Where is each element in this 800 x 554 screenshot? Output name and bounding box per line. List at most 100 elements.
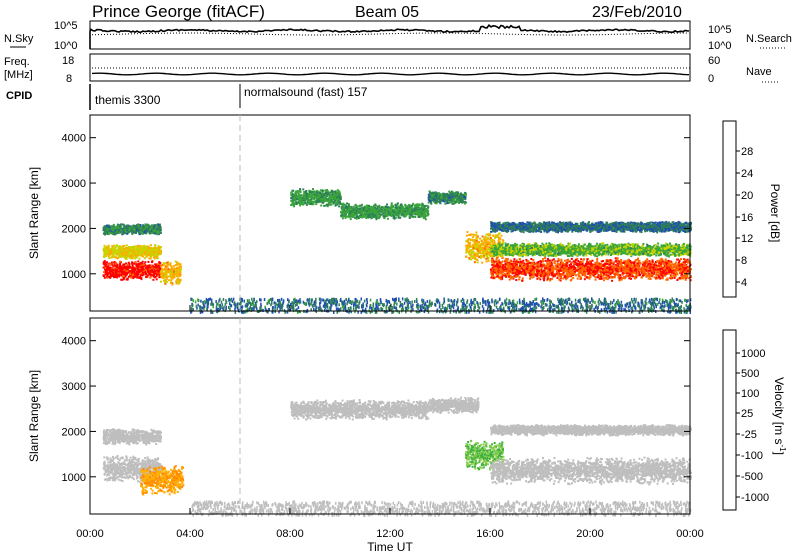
data-cell bbox=[107, 225, 110, 228]
data-cell bbox=[111, 269, 114, 272]
data-cell bbox=[456, 198, 459, 201]
data-cell bbox=[494, 243, 497, 246]
data-cell bbox=[481, 261, 484, 264]
data-cell bbox=[684, 278, 687, 281]
data-cell bbox=[496, 256, 499, 259]
data-cell bbox=[344, 206, 347, 209]
data-cell bbox=[624, 263, 626, 266]
data-cell bbox=[138, 246, 140, 249]
data-cell bbox=[307, 193, 310, 196]
data-cell bbox=[472, 233, 475, 236]
data-cell bbox=[136, 263, 139, 266]
data-cell bbox=[478, 256, 481, 258]
data-cell bbox=[133, 251, 136, 254]
data-cell bbox=[369, 213, 372, 216]
data-cell bbox=[344, 215, 346, 218]
data-cell bbox=[176, 261, 179, 264]
data-cell bbox=[150, 268, 153, 271]
data-cell bbox=[114, 262, 117, 265]
data-cell bbox=[295, 203, 298, 205]
data-cell bbox=[376, 214, 379, 216]
data-cell bbox=[152, 273, 155, 275]
data-cell bbox=[495, 234, 497, 237]
data-cell bbox=[144, 227, 147, 230]
data-cell bbox=[158, 249, 160, 252]
data-cell bbox=[115, 228, 118, 231]
data-cell bbox=[415, 203, 418, 206]
data-cell bbox=[398, 205, 400, 208]
data-cell bbox=[309, 202, 312, 205]
data-cell bbox=[130, 248, 133, 251]
data-cell bbox=[308, 202, 311, 205]
data-cell bbox=[488, 249, 491, 252]
data-cell bbox=[150, 247, 153, 250]
data-cell bbox=[355, 215, 358, 218]
data-cell bbox=[160, 272, 163, 274]
data-cell bbox=[394, 206, 397, 209]
data-cell bbox=[494, 236, 496, 239]
data-cell bbox=[130, 256, 133, 259]
data-cell bbox=[294, 193, 297, 196]
data-cell bbox=[166, 280, 168, 283]
data-cell bbox=[366, 210, 369, 213]
data-cell bbox=[129, 254, 132, 257]
data-cell bbox=[149, 272, 152, 275]
data-cell bbox=[130, 229, 133, 232]
data-cell bbox=[154, 245, 157, 248]
data-cell bbox=[368, 208, 371, 210]
data-cell bbox=[129, 270, 132, 273]
data-cell bbox=[478, 241, 480, 243]
data-cell bbox=[425, 207, 428, 210]
data-cell bbox=[133, 230, 136, 233]
data-cell bbox=[291, 203, 294, 205]
data-cell bbox=[392, 210, 394, 213]
data-cell bbox=[146, 270, 149, 273]
data-cell bbox=[119, 262, 122, 265]
noise-right-label: N.Search bbox=[746, 33, 792, 45]
data-cell bbox=[120, 278, 123, 281]
data-cell bbox=[321, 189, 324, 192]
data-cell bbox=[144, 248, 147, 251]
data-cell bbox=[407, 206, 410, 209]
data-cell bbox=[474, 254, 477, 257]
data-cell bbox=[109, 272, 112, 275]
data-cell bbox=[501, 255, 504, 258]
data-cell bbox=[102, 261, 105, 264]
data-cell bbox=[177, 282, 180, 285]
data-cell bbox=[172, 271, 175, 274]
data-cell bbox=[139, 224, 142, 226]
data-cell bbox=[357, 211, 360, 214]
data-cell bbox=[172, 265, 175, 268]
data-cell bbox=[171, 276, 174, 278]
data-cell bbox=[139, 227, 142, 230]
data-cell bbox=[408, 210, 411, 213]
data-cell bbox=[134, 248, 137, 251]
data-cell bbox=[445, 199, 448, 202]
data-cell bbox=[299, 189, 302, 192]
data-cell bbox=[326, 205, 329, 208]
data-cell bbox=[465, 244, 468, 247]
data-cell bbox=[452, 191, 454, 194]
data-cell bbox=[132, 254, 135, 257]
data-cell bbox=[450, 201, 453, 204]
data-cell bbox=[132, 226, 135, 228]
data-cell bbox=[557, 258, 560, 261]
data-cell bbox=[349, 214, 352, 217]
data-cell bbox=[666, 272, 669, 275]
data-cell bbox=[399, 207, 402, 210]
data-cell bbox=[121, 228, 124, 231]
data-cell bbox=[123, 265, 126, 268]
data-cell bbox=[139, 266, 142, 269]
data-cell bbox=[324, 189, 327, 192]
data-cell bbox=[375, 212, 378, 215]
data-cell bbox=[178, 281, 181, 284]
data-cell bbox=[473, 257, 476, 260]
data-cell bbox=[176, 263, 178, 266]
data-cell bbox=[311, 192, 313, 195]
data-cell bbox=[420, 207, 423, 210]
noise-left-tick-bottom: 10^0 bbox=[54, 40, 78, 52]
data-cell bbox=[408, 215, 411, 218]
data-cell bbox=[146, 226, 149, 229]
data-cell bbox=[170, 278, 173, 281]
data-cell bbox=[456, 199, 459, 202]
